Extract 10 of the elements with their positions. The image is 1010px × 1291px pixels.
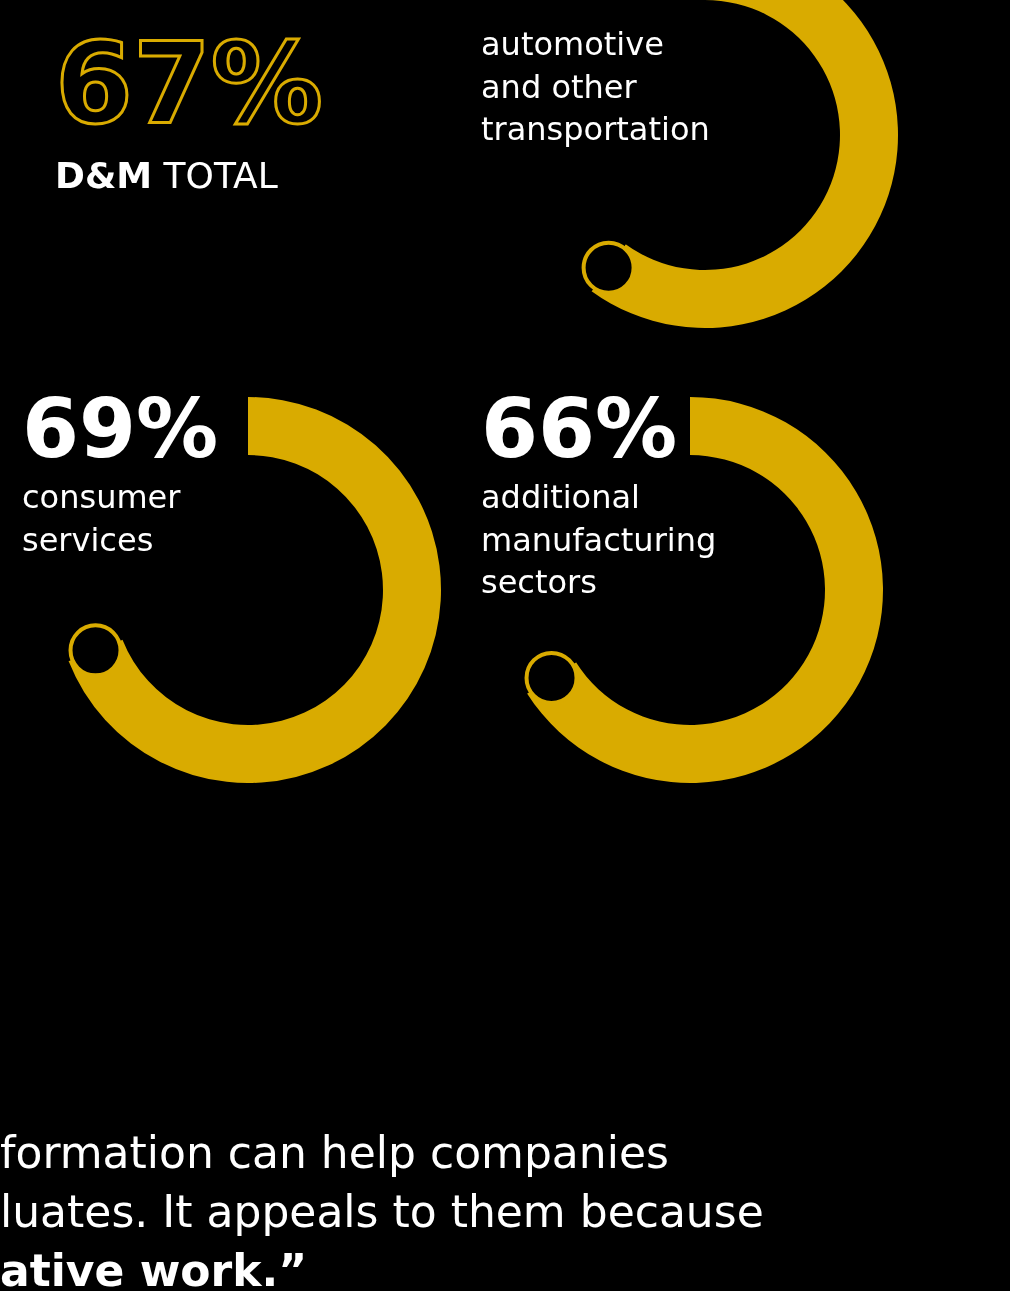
data-label: 69% [22, 381, 219, 476]
text: luates. It appeals to them because [0, 1186, 764, 1237]
text: consumer services [22, 478, 182, 559]
text: additional manufacturing sectors [481, 478, 717, 601]
text: formation can help companies [0, 1127, 669, 1178]
text: 67% [55, 18, 324, 148]
data-label: 66% [481, 381, 678, 476]
text: ative work.” [0, 1245, 308, 1291]
text: D&M TOTAL [55, 155, 278, 196]
text: automotive and other transportation [481, 25, 710, 148]
